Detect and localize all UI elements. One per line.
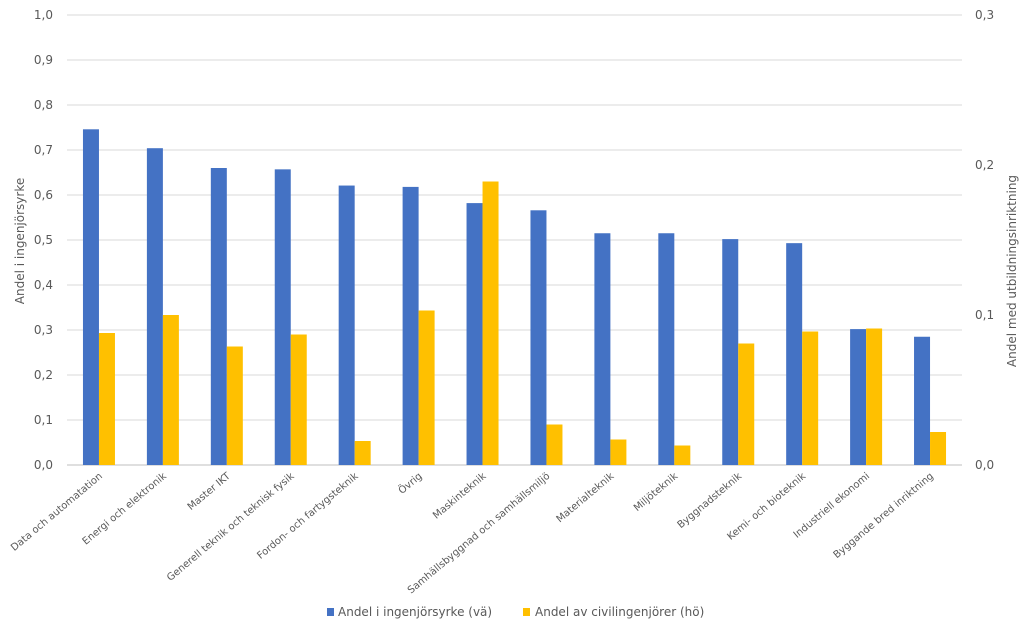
bar-andel-ingenjorsyrke (146, 148, 163, 465)
legend-label-right-series: Andel av civilingenjörer (hö) (535, 605, 704, 619)
y-right-tick-label: 0,1 (975, 308, 994, 322)
bar-andel-ingenjorsyrke (210, 168, 227, 465)
bar-andel-ingenjorsyrke (530, 210, 547, 465)
legend-swatch-right-series (523, 608, 530, 616)
bar-andel-ingenjorsyrke (82, 129, 99, 466)
gridlines (67, 14, 962, 466)
bar-andel-civilingenjorer (930, 432, 947, 465)
bar-andel-civilingenjorer (98, 333, 115, 465)
x-tick-label: Byggnadsteknik (676, 471, 745, 531)
bar-andel-ingenjorsyrke (658, 233, 675, 465)
bar-andel-ingenjorsyrke (914, 336, 931, 465)
bar-andel-civilingenjorer (418, 310, 435, 465)
bar-andel-ingenjorsyrke (274, 169, 291, 465)
x-tick-label: Maskinteknik (431, 471, 489, 522)
legend-swatch-left-series (327, 608, 334, 616)
y-tick-label: 0,7 (34, 143, 53, 157)
x-tick-label: Generell teknik och teknisk fysik (165, 471, 297, 584)
bar-andel-civilingenjorer (162, 315, 179, 465)
y-right-tick-label: 0,2 (975, 158, 994, 172)
legend-label-left-series: Andel i ingenjörsyrke (vä) (338, 605, 492, 619)
x-tick-label: Samhällsbyggnad och samhällsmiljö (406, 471, 553, 596)
right-axis-title: Andel med utbildningsinriktning (1005, 175, 1019, 367)
bar-andel-civilingenjorer (866, 328, 883, 465)
x-tick-label: Master IKT (186, 470, 234, 513)
bar-andel-ingenjorsyrke (850, 329, 867, 465)
right-axis-ticks: 0,0 0,1 0,2 0,3 (975, 8, 994, 472)
bar-andel-civilingenjorer (226, 346, 243, 465)
bar-andel-civilingenjorer (354, 441, 371, 465)
bar-andel-ingenjorsyrke (594, 233, 611, 465)
x-tick-label: Byggande bred inriktning (832, 471, 936, 561)
y-tick-label: 0,2 (34, 368, 53, 382)
bar-andel-civilingenjorer (546, 424, 563, 465)
y-right-tick-label: 0,0 (975, 458, 994, 472)
legend: Andel i ingenjörsyrke (vä) Andel av civi… (327, 605, 704, 619)
left-axis-ticks: 0,0 0,1 0,2 0,3 0,4 0,5 0,6 0,7 0,8 0,9 1,0 (34, 8, 53, 472)
y-tick-label: 0,5 (34, 233, 53, 247)
x-tick-label: Materialteknik (555, 471, 617, 525)
y-tick-label: 0,3 (34, 323, 53, 337)
y-tick-label: 0,8 (34, 98, 53, 112)
y-tick-label: 1,0 (34, 8, 53, 22)
bar-andel-ingenjorsyrke (722, 239, 739, 465)
x-tick-label: Övrig (395, 469, 424, 496)
bar-andel-civilingenjorer (738, 343, 755, 465)
bar-andel-ingenjorsyrke (338, 185, 355, 466)
y-tick-label: 0,4 (34, 278, 53, 292)
x-tick-label: Miljöteknik (632, 471, 680, 514)
bar-andel-ingenjorsyrke (466, 203, 483, 465)
bar-andel-civilingenjorer (482, 181, 499, 465)
bar-andel-ingenjorsyrke (402, 186, 419, 465)
y-right-tick-label: 0,3 (975, 8, 994, 22)
left-axis-title: Andel i ingenjörsyrke (13, 178, 27, 304)
bar-andel-civilingenjorer (802, 331, 819, 465)
y-tick-label: 0,9 (34, 53, 53, 67)
y-tick-label: 0,1 (34, 413, 53, 427)
y-tick-label: 0,0 (34, 458, 53, 472)
bar-andel-civilingenjorer (610, 439, 627, 465)
bar-andel-civilingenjorer (290, 334, 307, 465)
bars (82, 129, 947, 466)
bar-andel-ingenjorsyrke (786, 243, 803, 465)
x-tick-label: Fordon- och fartygsteknik (255, 471, 360, 562)
bar-andel-civilingenjorer (674, 445, 691, 465)
y-tick-label: 0,6 (34, 188, 53, 202)
